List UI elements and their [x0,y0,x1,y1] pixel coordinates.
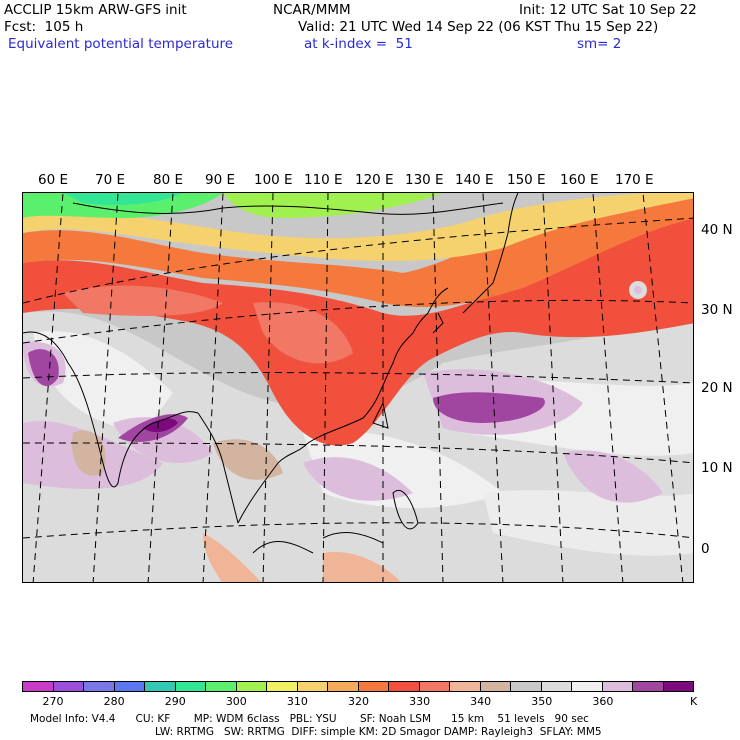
longitude-label: 150 E [507,172,546,188]
model-title: ACCLIP 15km ARW-GFS init [4,2,187,18]
colorbar-swatch [358,682,389,691]
longitude-label: 60 E [38,172,68,188]
colorbar-label: 350 [531,695,553,708]
map-panel [22,192,694,583]
colorbar-swatch [23,682,54,691]
colorbar-label: 280 [103,695,125,708]
colorbar-swatch [602,682,633,691]
colorbar-swatch [450,682,481,691]
colorbar [22,681,694,692]
longitude-label: 130 E [405,172,444,188]
colorbar-swatch [389,682,420,691]
field-name: Equivalent potential temperature [8,36,234,52]
colorbar-swatch [572,682,603,691]
valid-time: Valid: 21 UTC Wed 14 Sep 22 (06 KST Thu … [298,19,659,35]
longitude-label: 80 E [153,172,183,188]
longitude-label: 90 E [205,172,235,188]
forecast-hour: Fcst: 105 h [4,19,84,35]
latitude-label: 0 [701,541,710,557]
longitude-label: 140 E [455,172,494,188]
longitude-label: 70 E [95,172,125,188]
theta-e-field [23,193,693,582]
colorbar-swatch [480,682,511,691]
colorbar-swatch [633,682,664,691]
colorbar-label: 340 [470,695,492,708]
colorbar-label: 300 [225,695,247,708]
init-time: Init: 12 UTC Sat 10 Sep 22 [519,2,697,18]
colorbar-label: 270 [42,695,64,708]
colorbar-swatch [511,682,542,691]
colorbar-swatch [114,682,145,691]
colorbar-label: 290 [164,695,186,708]
colorbar-swatch [84,682,115,691]
colorbar-swatch [419,682,450,691]
longitude-label: 110 E [304,172,343,188]
longitude-label: 160 E [560,172,599,188]
colorbar-swatch [206,682,237,691]
colorbar-swatch [541,682,572,691]
colorbar-swatch [663,682,693,691]
colorbar-unit: K [690,695,698,708]
latitude-label: 10 N [701,460,733,476]
colorbar-swatch [236,682,267,691]
smoothing-value: sm= 2 [577,36,622,52]
latitude-label: 20 N [701,380,733,396]
level-index: at k-index = 51 [304,36,413,52]
longitude-label: 120 E [355,172,394,188]
longitude-label: 170 E [615,172,654,188]
center-label: NCAR/MMM [273,2,351,18]
colorbar-swatch [145,682,176,691]
footer-model-info: Model Info: V4.4 CU: KF MP: WDM 6class P… [30,713,589,725]
colorbar-label: 330 [409,695,431,708]
colorbar-swatch [267,682,298,691]
colorbar-label: 360 [592,695,614,708]
colorbar-label: 310 [286,695,308,708]
longitude-label: 100 E [254,172,293,188]
latitude-label: 30 N [701,302,733,318]
colorbar-swatch [297,682,328,691]
footer-physics-info: LW: RRTMG SW: RRTMG DIFF: simple KM: 2D … [155,726,602,738]
colorbar-swatch [53,682,84,691]
colorbar-swatch [328,682,359,691]
colorbar-label: 320 [348,695,369,708]
colorbar-swatch [175,682,206,691]
latitude-label: 40 N [701,222,733,238]
